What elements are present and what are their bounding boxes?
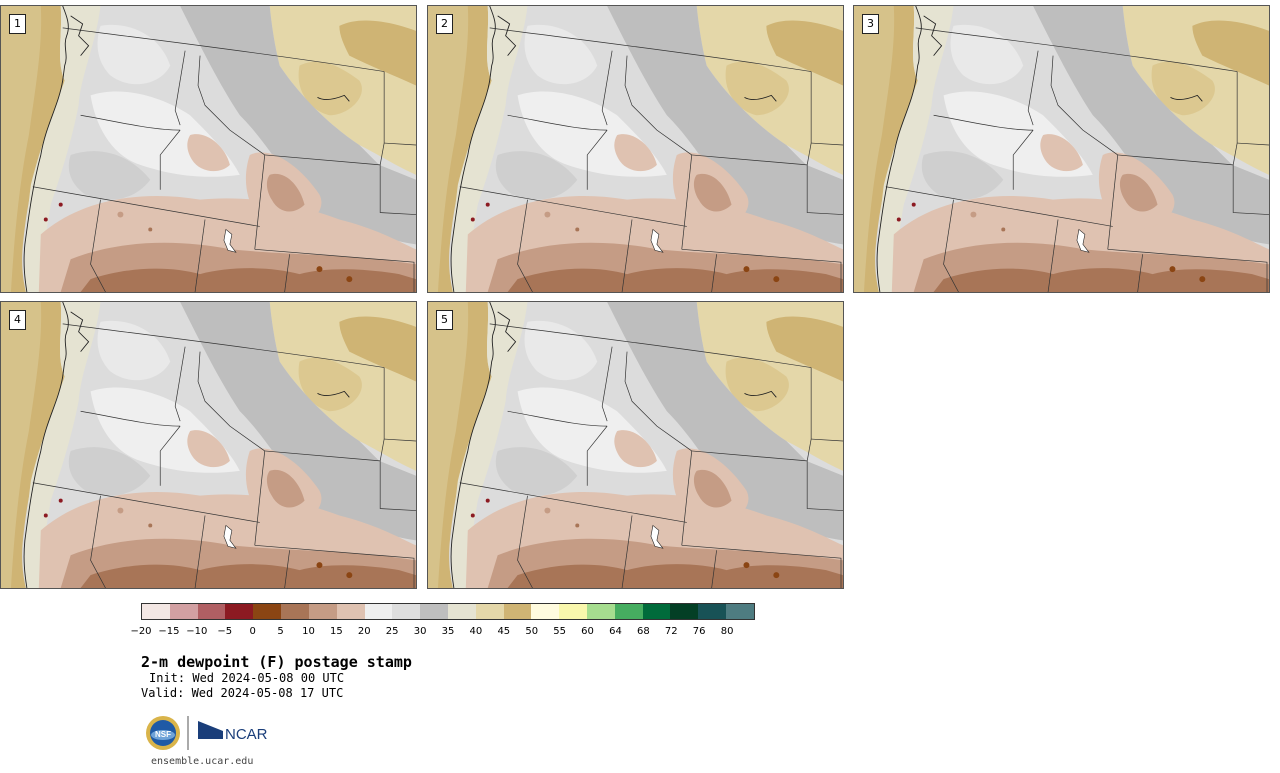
ncar-logo: NCAR bbox=[198, 721, 268, 743]
colorbar-tick-label: 60 bbox=[581, 626, 594, 637]
colorbar-segment bbox=[392, 604, 421, 619]
colorbar-tick-label: −10 bbox=[186, 626, 208, 637]
nsf-logo: NSF bbox=[146, 716, 180, 750]
colorbar-tick-label: 68 bbox=[636, 626, 650, 637]
colorbar-segment bbox=[559, 604, 587, 619]
colorbar-segment bbox=[475, 604, 504, 619]
colorbar-tick-label: −5 bbox=[217, 626, 233, 637]
colorbar-segment bbox=[281, 604, 309, 619]
colorbar-segment bbox=[447, 604, 476, 619]
dewpoint-map bbox=[1, 302, 416, 588]
colorbar-tick-label: 15 bbox=[329, 626, 343, 637]
stamp-panel-3: 3 bbox=[853, 5, 1270, 293]
dewpoint-map bbox=[428, 6, 843, 292]
colorbar-segment bbox=[142, 604, 170, 619]
ncar-logo-text: NCAR bbox=[225, 726, 268, 743]
colorbar-segment bbox=[531, 604, 560, 619]
page-title: 2-m dewpoint (F) postage stamp bbox=[141, 653, 412, 671]
valid-time: Valid: Wed 2024-05-08 17 UTC bbox=[141, 686, 344, 700]
colorbar-segment bbox=[587, 604, 615, 619]
dewpoint-map bbox=[854, 6, 1269, 292]
stamp-panel-4: 4 bbox=[0, 301, 417, 589]
colorbar-tick-label: 64 bbox=[609, 626, 622, 637]
nsf-ncar-logos: NSF NCAR bbox=[146, 716, 268, 750]
colorbar-segment bbox=[197, 604, 226, 619]
colorbar-tick-label: 20 bbox=[357, 626, 371, 637]
dewpoint-map bbox=[1, 6, 416, 292]
colorbar-tick-label: −20 bbox=[130, 626, 152, 637]
stamp-panel-1: 1 bbox=[0, 5, 417, 293]
colorbar-segment bbox=[503, 604, 532, 619]
nsf-logo-text: NSF bbox=[155, 730, 171, 739]
stamp-panel-2: 2 bbox=[427, 5, 844, 293]
colorbar-segment bbox=[420, 604, 448, 619]
colorbar-tick-label: 45 bbox=[497, 626, 511, 637]
colorbar-segment bbox=[726, 604, 754, 619]
stamp-panel-5: 5 bbox=[427, 301, 844, 589]
panel-number: 3 bbox=[862, 14, 879, 34]
colorbar-tick-label: 10 bbox=[302, 626, 315, 637]
colorbar-segment bbox=[670, 604, 699, 619]
colorbar-ticks: −20 −15 −10 −5 0 5 10 15 20 25 30 35 40 45 50 55 60 64 68 7… bbox=[130, 626, 755, 640]
panel-number: 1 bbox=[9, 14, 26, 34]
colorbar-tick-label: 40 bbox=[469, 626, 483, 637]
panel-number: 5 bbox=[436, 310, 453, 330]
colorbar-segment bbox=[253, 604, 282, 619]
colorbar-segment bbox=[336, 604, 365, 619]
colorbar-tick-label: 35 bbox=[441, 626, 455, 637]
colorbar-tick-label: 0 bbox=[249, 626, 256, 637]
colorbar-segment bbox=[364, 604, 393, 619]
colorbar-tick-label: 80 bbox=[720, 626, 734, 637]
colorbar-tick-label: 25 bbox=[385, 626, 399, 637]
colorbar-tick-label: 5 bbox=[277, 626, 284, 637]
colorbar-segment bbox=[308, 604, 337, 619]
colorbar-tick-label: 76 bbox=[692, 626, 706, 637]
panel-number: 4 bbox=[9, 310, 26, 330]
colorbar-segment bbox=[642, 604, 671, 619]
colorbar-tick-label: 72 bbox=[664, 626, 678, 637]
site-url: ensemble.ucar.edu bbox=[151, 756, 254, 767]
colorbar-tick-label: 55 bbox=[553, 626, 566, 637]
init-time: Init: Wed 2024-05-08 00 UTC bbox=[149, 671, 345, 685]
colorbar-segment bbox=[169, 604, 198, 619]
colorbar-tick-label: −15 bbox=[158, 626, 180, 637]
dewpoint-map bbox=[428, 302, 843, 588]
colorbar-segment bbox=[698, 604, 727, 619]
panel-number: 2 bbox=[436, 14, 453, 34]
colorbar bbox=[141, 603, 755, 620]
colorbar-segment bbox=[614, 604, 643, 619]
colorbar-tick-label: 50 bbox=[525, 626, 539, 637]
colorbar-segment bbox=[225, 604, 254, 619]
colorbar-tick-label: 30 bbox=[413, 626, 427, 637]
